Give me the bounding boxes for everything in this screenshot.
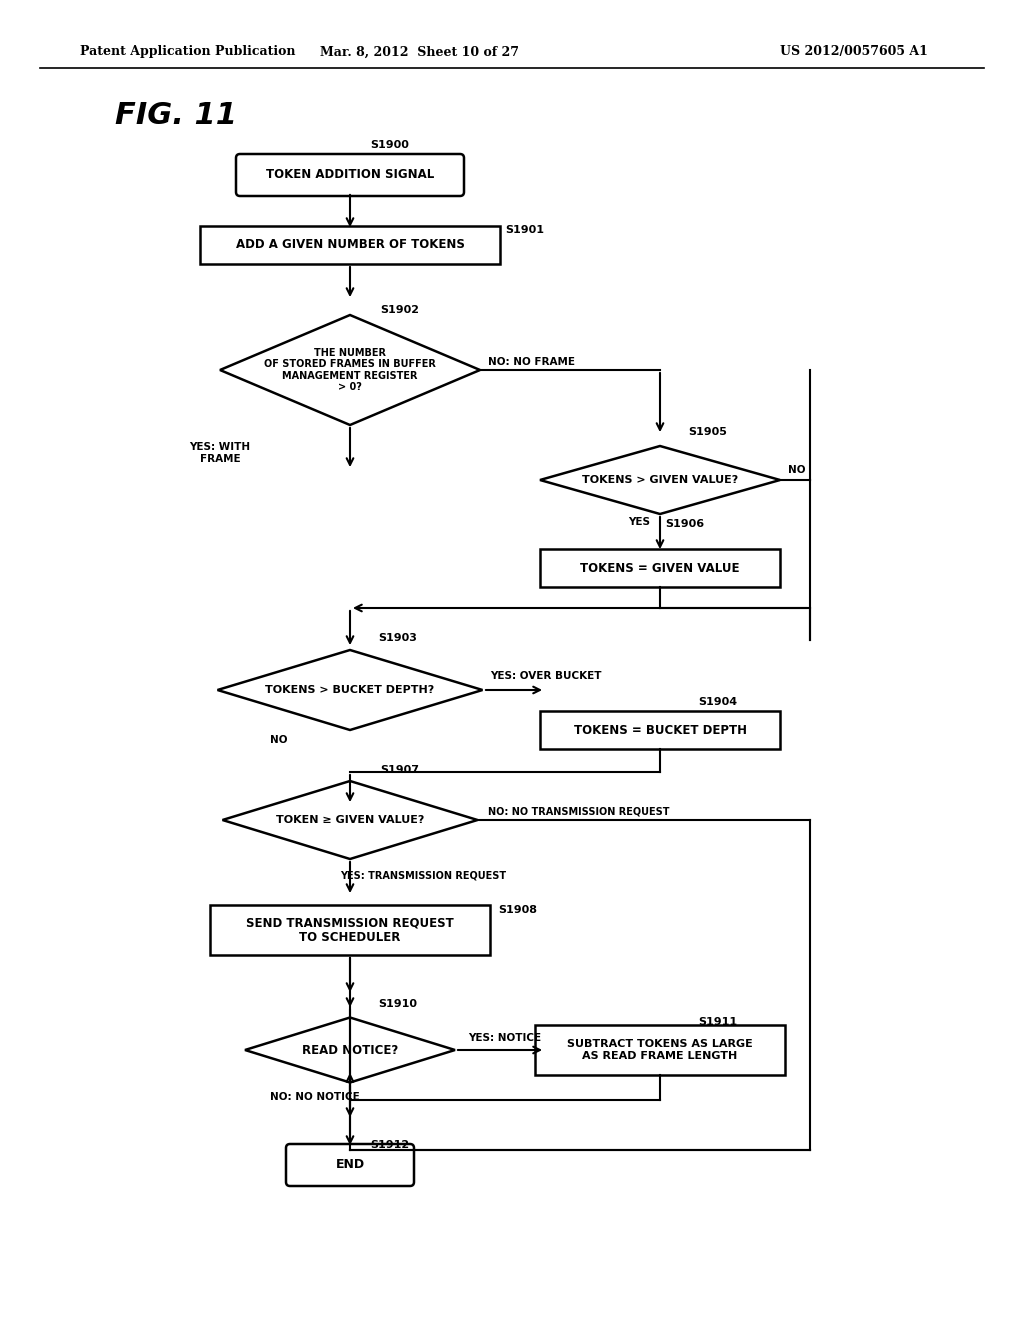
Text: TOKENS = GIVEN VALUE: TOKENS = GIVEN VALUE [581, 561, 739, 574]
Polygon shape [217, 649, 482, 730]
Text: YES: TRANSMISSION REQUEST: YES: TRANSMISSION REQUEST [340, 870, 506, 880]
Text: S1907: S1907 [380, 766, 419, 775]
Text: Patent Application Publication: Patent Application Publication [80, 45, 296, 58]
Text: TOKEN ADDITION SIGNAL: TOKEN ADDITION SIGNAL [266, 169, 434, 181]
Text: SEND TRANSMISSION REQUEST
TO SCHEDULER: SEND TRANSMISSION REQUEST TO SCHEDULER [246, 916, 454, 944]
Text: SUBTRACT TOKENS AS LARGE
AS READ FRAME LENGTH: SUBTRACT TOKENS AS LARGE AS READ FRAME L… [567, 1039, 753, 1061]
Text: FIG. 11: FIG. 11 [115, 100, 237, 129]
Text: YES: YES [628, 517, 650, 527]
Polygon shape [220, 315, 480, 425]
Text: Mar. 8, 2012  Sheet 10 of 27: Mar. 8, 2012 Sheet 10 of 27 [321, 45, 519, 58]
Polygon shape [540, 446, 780, 513]
Text: READ NOTICE?: READ NOTICE? [302, 1044, 398, 1056]
Text: S1908: S1908 [498, 906, 537, 915]
Text: S1904: S1904 [698, 697, 737, 708]
Text: S1911: S1911 [698, 1016, 737, 1027]
Text: S1903: S1903 [378, 634, 417, 643]
FancyBboxPatch shape [286, 1144, 414, 1185]
Text: NO: NO TRANSMISSION REQUEST: NO: NO TRANSMISSION REQUEST [488, 807, 670, 817]
FancyBboxPatch shape [236, 154, 464, 195]
Text: TOKENS > GIVEN VALUE?: TOKENS > GIVEN VALUE? [582, 475, 738, 484]
FancyBboxPatch shape [200, 226, 500, 264]
FancyBboxPatch shape [535, 1026, 785, 1074]
Text: YES: NOTICE: YES: NOTICE [468, 1034, 541, 1043]
Text: TOKENS > BUCKET DEPTH?: TOKENS > BUCKET DEPTH? [265, 685, 434, 696]
Text: S1910: S1910 [378, 999, 417, 1008]
Text: ADD A GIVEN NUMBER OF TOKENS: ADD A GIVEN NUMBER OF TOKENS [236, 239, 465, 252]
Text: NO: NO [270, 735, 288, 744]
Polygon shape [245, 1018, 455, 1082]
Text: NO: NO NOTICE: NO: NO NOTICE [270, 1092, 359, 1102]
Text: S1900: S1900 [370, 140, 409, 150]
Polygon shape [222, 781, 477, 859]
Text: US 2012/0057605 A1: US 2012/0057605 A1 [780, 45, 928, 58]
Text: S1902: S1902 [380, 305, 419, 315]
Text: S1906: S1906 [665, 519, 705, 529]
Text: TOKENS = BUCKET DEPTH: TOKENS = BUCKET DEPTH [573, 723, 746, 737]
Text: S1912: S1912 [370, 1140, 410, 1150]
Text: END: END [336, 1159, 365, 1172]
Text: YES: OVER BUCKET: YES: OVER BUCKET [490, 671, 601, 681]
Text: TOKEN ≥ GIVEN VALUE?: TOKEN ≥ GIVEN VALUE? [275, 814, 424, 825]
FancyBboxPatch shape [540, 711, 780, 748]
Text: THE NUMBER
OF STORED FRAMES IN BUFFER
MANAGEMENT REGISTER
> 0?: THE NUMBER OF STORED FRAMES IN BUFFER MA… [264, 347, 436, 392]
FancyBboxPatch shape [210, 906, 490, 954]
Text: NO: NO FRAME: NO: NO FRAME [488, 356, 575, 367]
Text: S1905: S1905 [688, 426, 727, 437]
Text: NO: NO [788, 465, 806, 475]
Text: YES: WITH
FRAME: YES: WITH FRAME [189, 442, 251, 463]
FancyBboxPatch shape [540, 549, 780, 587]
Text: S1901: S1901 [505, 224, 544, 235]
